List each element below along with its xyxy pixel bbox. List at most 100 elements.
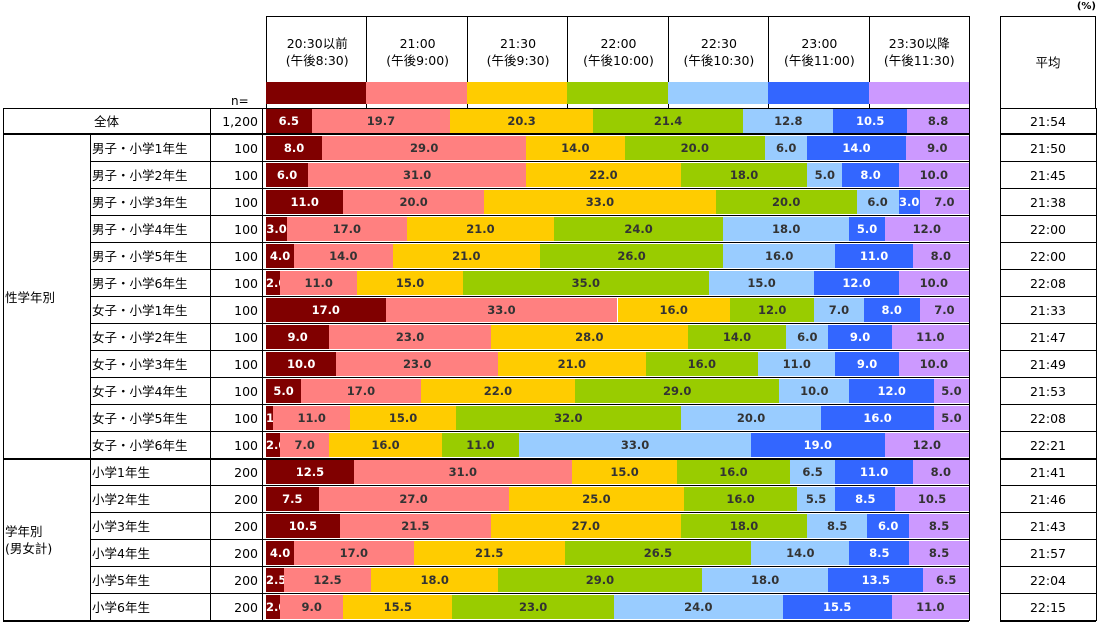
row-average: 21:38 <box>1029 195 1067 210</box>
legend-header-4: 22:30 (午後10:30) <box>667 16 770 108</box>
bar-segment: 9.0 <box>835 352 899 376</box>
row-divider <box>90 431 969 432</box>
bar-segment: 11.0 <box>758 352 836 376</box>
bar-segment: 19.0 <box>751 433 885 457</box>
row-label: 男子・小学1年生 <box>92 141 188 156</box>
chart-row: 小学2年生 200 7.5 27.0 25.0 16.0 5.5 8.5 10.5 21:46 <box>0 486 1104 513</box>
bar-segment: 18.0 <box>701 568 829 592</box>
bar-segment: 2.0 <box>266 595 286 619</box>
chart-row: 女子・小学2年生 100 9.0 23.0 28.0 14.0 6.0 9.0 11.0 21:4… <box>0 324 1104 351</box>
bar-segment: 29.0 <box>497 568 702 592</box>
legend-label-line1: 21:00 <box>399 36 436 51</box>
bar-segment: 10.5 <box>266 514 340 538</box>
legend-header-1: 21:00 (午後9:00) <box>366 16 468 108</box>
row-divider <box>1000 161 1096 162</box>
bar-segment: 8.5 <box>835 487 896 511</box>
row-n: 100 <box>234 276 258 291</box>
row-average: 22:21 <box>1029 438 1067 453</box>
bar-segment: 33.0 <box>519 433 752 457</box>
row-average: 21:57 <box>1029 546 1067 561</box>
legend-label-line2: (午後10:30) <box>683 53 755 68</box>
bar-segment: 21.0 <box>406 217 555 241</box>
bar-segment: 10.0 <box>898 163 969 187</box>
bar-segment: 6.0 <box>867 514 910 538</box>
row-label: 男子・小学2年生 <box>92 168 188 183</box>
row-label: 小学4年生 <box>92 546 150 561</box>
bar-segment: 5.0 <box>266 379 302 403</box>
bar-segment: 14.0 <box>526 136 625 160</box>
chart-row: 男子・小学5年生 100 4.0 14.0 21.0 26.0 16.0 11.0 8.0 22:… <box>0 243 1104 270</box>
average-header: 平均 <box>1000 16 1096 108</box>
bar-segment: 9.0 <box>280 595 344 619</box>
bar-segment: 11.0 <box>441 433 520 457</box>
row-divider <box>90 350 969 351</box>
bar-segment: 11.0 <box>273 406 351 430</box>
chart-row: 小学3年生 200 10.5 21.5 27.0 18.0 8.5 6.0 8.5 21:43 <box>0 513 1104 540</box>
row-divider <box>90 377 969 378</box>
column-divider <box>210 108 211 621</box>
unit-label: (%) <box>1076 1 1096 12</box>
bar-segment: 10.0 <box>266 352 337 376</box>
bar-segment: 14.0 <box>294 244 393 268</box>
bar-segment: 6.0 <box>786 325 829 349</box>
bar-segment: 11.0 <box>835 460 913 484</box>
bar-segment: 12.0 <box>849 379 934 403</box>
row-divider <box>1000 269 1096 270</box>
row-divider <box>90 269 969 270</box>
bar-segment: 4.0 <box>266 244 295 268</box>
row-divider <box>1000 404 1096 405</box>
bar-segment: 20.3 <box>450 109 593 133</box>
bar-segment: 15.0 <box>571 460 678 484</box>
row-divider <box>90 323 969 324</box>
chart-row: 女子・小学6年生 100 2.0 7.0 16.0 11.0 33.0 19.0 12.0 22:… <box>0 432 1104 459</box>
row-n: 100 <box>234 303 258 318</box>
bar-segment: 15.0 <box>708 271 815 295</box>
bar-segment: 8.5 <box>807 514 868 538</box>
bar-segment: 24.0 <box>554 217 723 241</box>
divider <box>3 108 969 109</box>
bar-segment: 4.0 <box>266 541 295 565</box>
chart-row: 女子・小学4年生 100 5.0 17.0 22.0 29.0 10.0 12.0 5.0 21:… <box>0 378 1104 405</box>
group-divider <box>3 620 969 622</box>
bar-segment: 14.0 <box>807 136 906 160</box>
legend-swatch-1 <box>366 82 467 104</box>
bar-segment: 17.0 <box>301 379 421 403</box>
bar-segment: 18.0 <box>680 514 808 538</box>
legend-header-6: 23:30以降 (午後11:30) <box>868 16 970 108</box>
row-n: 100 <box>234 141 258 156</box>
legend-label-line1: 20:30以前 <box>286 36 348 51</box>
bar-segment: 20.0 <box>715 190 857 214</box>
chart-row: 小学5年生 200 2.5 12.5 18.0 29.0 18.0 13.5 6.5 22:04 <box>0 567 1104 594</box>
row-average: 22:08 <box>1029 276 1067 291</box>
row-average: 22:00 <box>1029 222 1067 237</box>
bar-segment: 11.0 <box>891 595 969 619</box>
bar-segment: 6.0 <box>765 136 808 160</box>
row-divider <box>1000 593 1096 594</box>
bar-segment: 15.0 <box>350 406 456 430</box>
chart-row: 全体 1,200 6.5 19.7 20.3 21.4 12.8 10.5 8.8 21:54 <box>0 108 1104 135</box>
bar-segment: 9.0 <box>266 325 330 349</box>
row-average: 21:50 <box>1029 141 1067 156</box>
column-divider <box>262 108 263 621</box>
row-divider <box>1000 566 1096 567</box>
bar-segment: 18.0 <box>722 217 850 241</box>
bar-segment: 35.0 <box>462 271 709 295</box>
bar-segment: 17.0 <box>294 541 414 565</box>
column-divider <box>969 108 970 621</box>
row-average: 22:00 <box>1029 249 1067 264</box>
bar-segment: 10.0 <box>898 352 969 376</box>
row-label: 男子・小学5年生 <box>92 249 188 264</box>
row-n: 100 <box>234 330 258 345</box>
row-divider <box>90 242 969 243</box>
bar-segment: 5.5 <box>796 487 836 511</box>
group-divider <box>1000 620 1096 622</box>
bar-segment: 11.0 <box>280 271 358 295</box>
bar-segment: 18.0 <box>680 163 808 187</box>
bar-segment: 16.0 <box>722 244 836 268</box>
bar-segment: 14.0 <box>751 541 850 565</box>
legend-header-5: 23:00 (午後11:00) <box>768 16 870 108</box>
row-label: 小学6年生 <box>92 600 150 615</box>
row-divider <box>1000 512 1096 513</box>
bar-segment: 8.5 <box>849 541 910 565</box>
legend-label-line2: (午後9:00) <box>386 53 450 68</box>
